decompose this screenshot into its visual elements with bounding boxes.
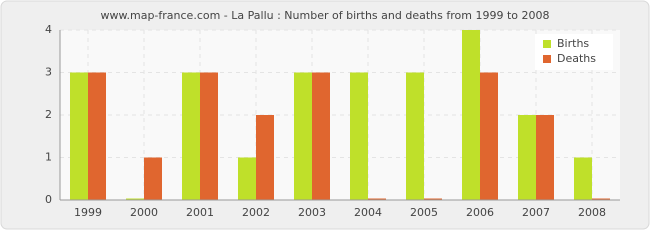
bar	[536, 115, 554, 200]
y-tick-label: 4	[45, 23, 52, 36]
x-tick-label: 2005	[410, 206, 438, 219]
bar	[182, 72, 200, 200]
bar	[238, 157, 256, 200]
y-tick-label: 0	[45, 193, 52, 206]
bar	[350, 72, 368, 200]
x-tick-label: 2004	[354, 206, 382, 219]
bar	[200, 72, 218, 200]
bar	[144, 157, 162, 200]
bar	[368, 198, 386, 200]
bar	[88, 72, 106, 200]
bar	[592, 198, 610, 200]
x-tick-label: 2001	[186, 206, 214, 219]
bar	[294, 72, 312, 200]
legend-label: Births	[557, 37, 589, 50]
x-tick-label: 2003	[298, 206, 326, 219]
x-tick-label: 2007	[522, 206, 550, 219]
bar	[574, 157, 592, 200]
y-tick-label: 1	[45, 151, 52, 164]
bar	[424, 198, 442, 200]
legend-label: Deaths	[557, 52, 596, 65]
bar	[518, 115, 536, 200]
chart-title: www.map-france.com - La Pallu : Number o…	[101, 9, 550, 22]
y-tick-label: 3	[45, 66, 52, 79]
x-tick-label: 2002	[242, 206, 270, 219]
bar	[480, 72, 498, 200]
bar	[312, 72, 330, 200]
bar	[256, 115, 274, 200]
x-tick-label: 2000	[130, 206, 158, 219]
chart: www.map-france.com - La Pallu : Number o…	[0, 0, 650, 230]
legend-swatch	[543, 55, 551, 63]
x-tick-label: 2008	[578, 206, 606, 219]
bar	[126, 198, 144, 200]
legend-swatch	[543, 40, 551, 48]
x-tick-label: 2006	[466, 206, 494, 219]
bar	[70, 72, 88, 200]
bar	[462, 30, 480, 200]
y-tick-label: 2	[45, 108, 52, 121]
x-tick-label: 1999	[74, 206, 102, 219]
bar	[406, 72, 424, 200]
